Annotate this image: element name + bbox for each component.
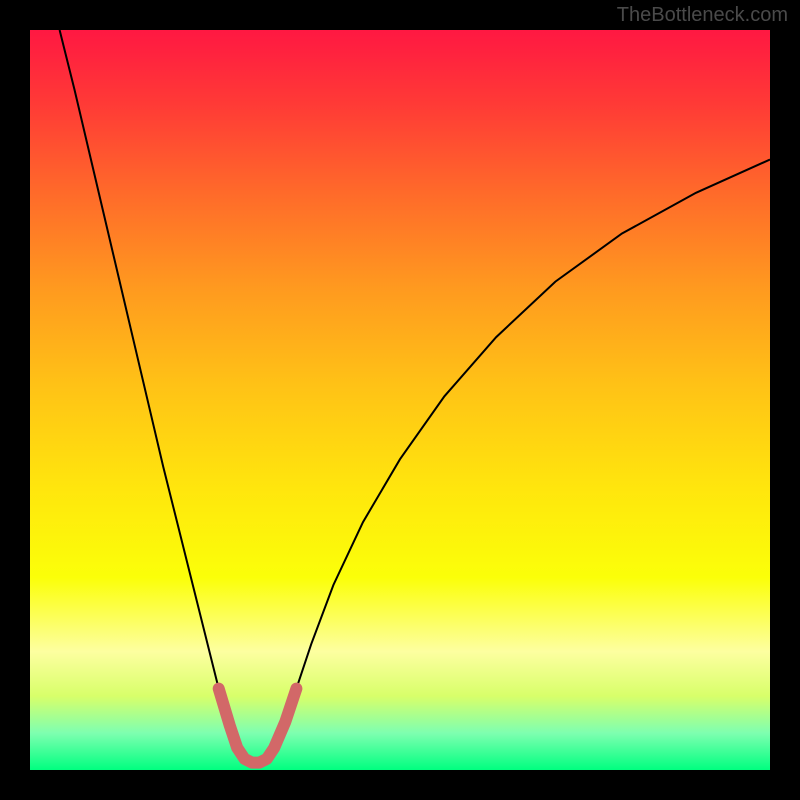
chart-plot-area: [30, 30, 770, 770]
bottleneck-chart: [30, 30, 770, 770]
gradient-background: [30, 30, 770, 770]
watermark-text: TheBottleneck.com: [617, 4, 788, 27]
